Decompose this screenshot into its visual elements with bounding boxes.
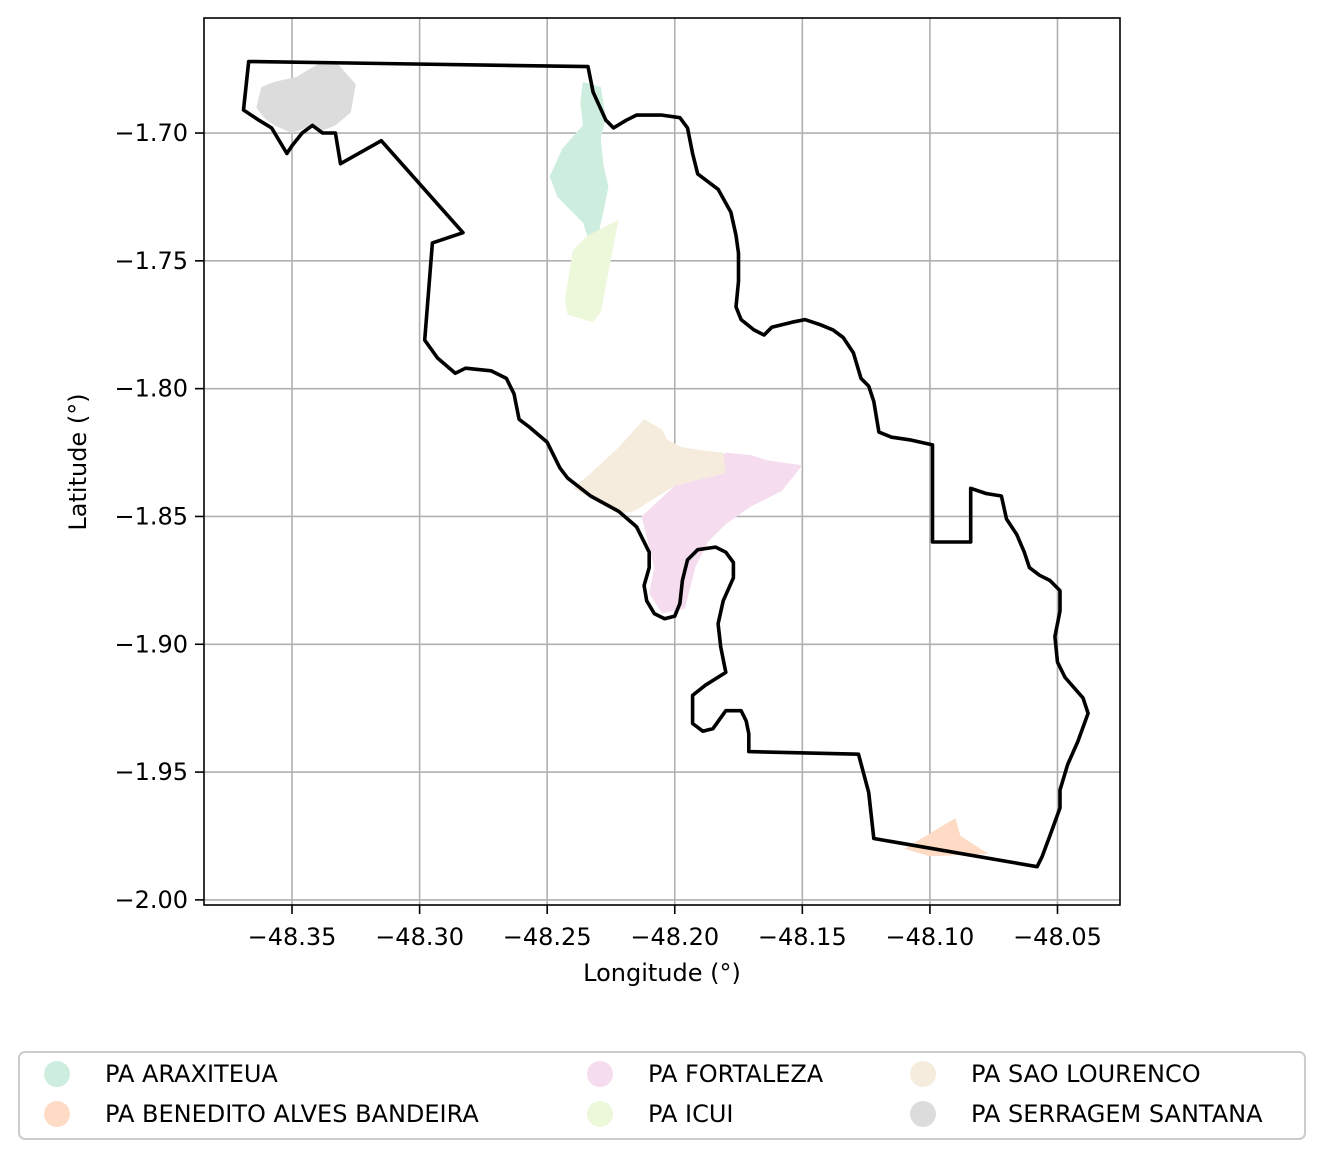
x-tick-label-6: −48.05 (1013, 923, 1102, 951)
legend-marker-pa-serragem-santana (910, 1101, 936, 1127)
x-tick-label-3: −48.20 (630, 923, 719, 951)
plot-frame (203, 17, 1121, 906)
legend-marker-pa-icui (587, 1101, 613, 1127)
y-axis-label: Latitude (°) (64, 393, 92, 530)
x-tick-label-2: −48.25 (503, 923, 592, 951)
region-pa-sao-lourenco (572, 419, 726, 514)
region-pa-serragem-santana (256, 61, 356, 133)
legend-entries: PA ARAXITEUA PA BENEDITO ALVES BANDEIRA PA… (44, 1060, 1263, 1128)
x-axis-label: Longitude (°) (583, 959, 741, 987)
y-axis-ticks: −1.70 −1.75 −1.80 −1.85 −1.90 −1.95 −2.00 (114, 119, 204, 914)
x-axis-ticks: −48.35 −48.30 −48.25 −48.20 −48.15 −48.10 −48.… (248, 905, 1102, 951)
x-tick-label-0: −48.35 (248, 923, 337, 951)
legend-marker-pa-araxiteua (44, 1061, 70, 1087)
legend-marker-pa-fortaleza (587, 1061, 613, 1087)
x-tick-label-4: −48.15 (758, 923, 847, 951)
legend-label-pa-icui: PA ICUI (648, 1100, 733, 1128)
municipality-boundary-layer (241, 59, 1090, 869)
legend-label-pa-fortaleza: PA FORTALEZA (648, 1060, 824, 1088)
legend-label-pa-sao-lourenco: PA SAO LOURENCO (971, 1060, 1201, 1088)
legend-label-pa-benedito-alves-bandeira: PA BENEDITO ALVES BANDEIRA (105, 1100, 479, 1128)
legend-box (18, 1051, 1306, 1140)
y-tick-label-6: −2.00 (114, 886, 188, 914)
legend-marker-pa-benedito-alves-bandeira (44, 1101, 70, 1127)
x-tick-label-1: −48.30 (375, 923, 464, 951)
y-tick-label-1: −1.75 (114, 247, 188, 275)
region-pa-icui (565, 219, 619, 323)
settlement-regions (256, 61, 989, 857)
region-pa-fortaleza (641, 452, 803, 614)
y-tick-label-5: −1.95 (114, 758, 188, 786)
region-pa-araxiteua (549, 81, 609, 238)
legend-marker-pa-sao-lourenco (910, 1061, 936, 1087)
legend: PA ARAXITEUA PA BENEDITO ALVES BANDEIRA PA… (18, 1051, 1306, 1140)
municipality-boundary (241, 59, 1090, 869)
y-tick-label-2: −1.80 (114, 375, 188, 403)
y-tick-label-3: −1.85 (114, 502, 188, 530)
y-tick-label-4: −1.90 (114, 630, 188, 658)
y-tick-label-0: −1.70 (114, 119, 188, 147)
legend-label-pa-araxiteua: PA ARAXITEUA (105, 1060, 278, 1088)
x-tick-label-5: −48.10 (885, 923, 974, 951)
legend-label-pa-serragem-santana: PA SERRAGEM SANTANA (971, 1100, 1263, 1128)
